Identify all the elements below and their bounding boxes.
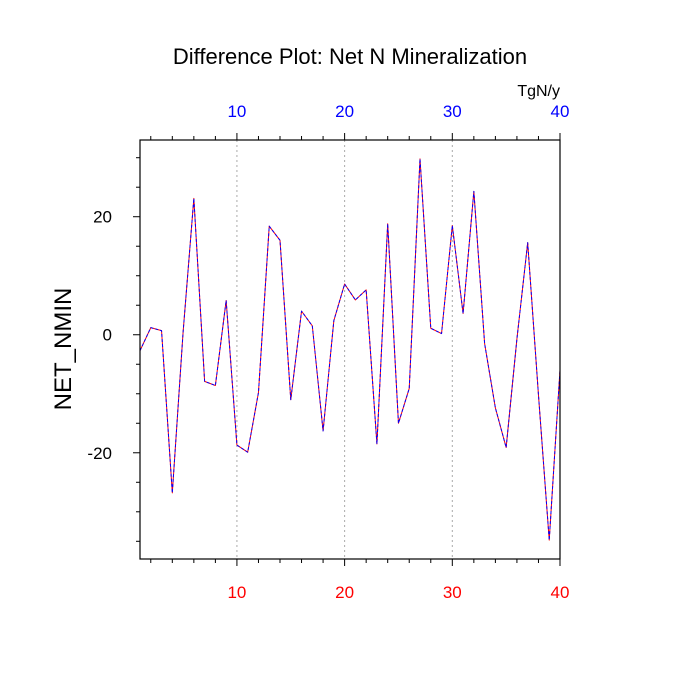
x-tick-label-bottom: 10 (227, 583, 246, 602)
x-tick-label-bottom: 40 (551, 583, 570, 602)
tick-labels-layer: 10 10 20 20 30 30 40 40 -20 0 20 (87, 102, 569, 602)
series-layer (139, 158, 561, 541)
x-tick-label-top: 20 (335, 102, 354, 121)
x-tick-label-top: 10 (227, 102, 246, 121)
y-tick-label: 0 (103, 326, 112, 345)
plot-frame (139, 139, 561, 560)
x-tick-label-top: 30 (443, 102, 462, 121)
axes-layer (133, 133, 561, 566)
x-tick-label-bottom: 30 (443, 583, 462, 602)
x-tick-label-bottom: 20 (335, 583, 354, 602)
series-line-series_b (139, 158, 561, 541)
chart-title: Difference Plot: Net N Mineralization (173, 44, 527, 69)
units-label: TgN/y (517, 83, 560, 100)
y-tick-label: -20 (87, 444, 112, 463)
x-tick-label-top: 40 (551, 102, 570, 121)
y-tick-label: 20 (93, 208, 112, 227)
grid-layer (236, 140, 561, 559)
y-axis-label: NET_NMIN (50, 288, 77, 411)
